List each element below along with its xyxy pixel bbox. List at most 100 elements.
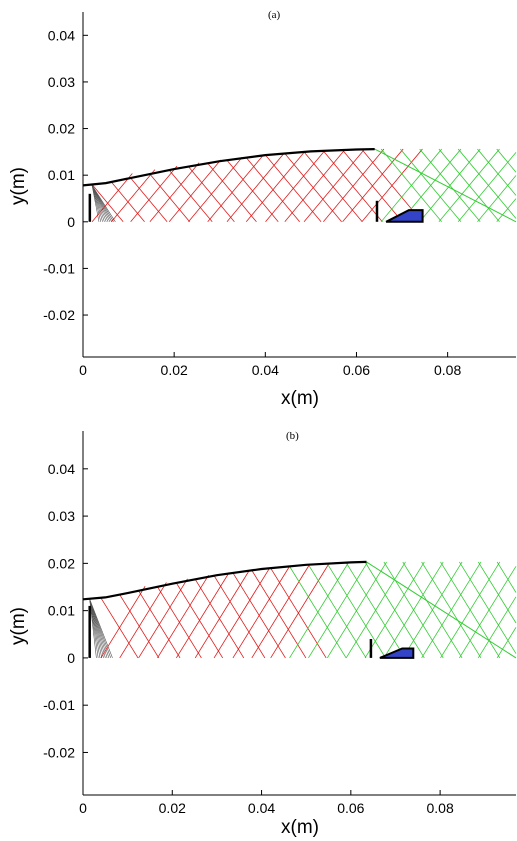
x-tick-label: 0.02 xyxy=(161,362,188,378)
characteristic-line xyxy=(270,567,327,659)
characteristic-line xyxy=(91,173,133,223)
body-shape xyxy=(379,647,415,659)
y-tick-label: -0.01 xyxy=(43,697,75,713)
nozzle-contour xyxy=(82,560,367,601)
x-tick-label: 0.06 xyxy=(343,362,370,378)
characteristic-line xyxy=(496,198,517,223)
y-tick-label: 0.04 xyxy=(48,27,75,43)
y-tick-label: -0.02 xyxy=(43,744,75,760)
x-tick-label: 0.04 xyxy=(252,362,279,378)
characteristic-line xyxy=(342,149,403,223)
characteristic-line xyxy=(149,173,190,223)
chart-svg-a: (a) x(m) y(m) 0 0.02 0.04 0.06 0.080.040.030… xyxy=(8,9,517,409)
y-tick-label: 0.03 xyxy=(48,74,75,90)
characteristic-line xyxy=(496,561,517,593)
y-tick-label: 0.02 xyxy=(48,555,75,571)
characteristic-line xyxy=(289,562,349,659)
nozzle-contour xyxy=(82,148,375,187)
characteristic-line xyxy=(440,561,501,659)
characteristic-line xyxy=(207,154,264,223)
characteristic-line xyxy=(477,561,517,624)
characteristic-line xyxy=(438,148,500,223)
characteristic-line xyxy=(157,574,209,659)
characteristic-line xyxy=(119,594,160,659)
characteristic-line xyxy=(303,149,365,223)
chart-panel-b: (b) x(m) y(m) 0 0.02 0.04 0.06 0.08 0.04 0.03 0… xyxy=(0,421,517,841)
characteristic-line xyxy=(284,149,345,223)
y-tick-label: 0.04 xyxy=(48,461,75,477)
characteristic-line xyxy=(326,563,386,659)
fan-line xyxy=(91,185,116,222)
characteristic-line xyxy=(188,166,235,223)
body-shape xyxy=(385,209,424,223)
characteristic-line xyxy=(251,564,310,659)
characteristic-line xyxy=(326,561,387,659)
x-tick-label: 0.06 xyxy=(337,800,364,816)
characteristic-line xyxy=(364,561,425,659)
y-tick-label: 0.03 xyxy=(48,508,75,524)
characteristic-line xyxy=(138,578,188,659)
y-tick-label: 0 xyxy=(67,214,75,230)
characteristic-line xyxy=(457,148,517,219)
characteristic-line xyxy=(459,566,517,659)
characteristic-line xyxy=(175,582,224,659)
characteristic-line xyxy=(111,169,156,223)
characteristic-line xyxy=(265,154,322,223)
characteristic-line xyxy=(457,152,517,223)
characteristic-line xyxy=(207,163,257,223)
x-tick-label: 0.08 xyxy=(434,362,461,378)
characteristic-line xyxy=(157,586,202,659)
characteristic-line xyxy=(232,572,286,659)
chart-svg-b: (b) x(m) y(m) 0 0.02 0.04 0.06 0.080.040.030… xyxy=(8,430,517,838)
characteristic-line xyxy=(168,169,213,223)
plot-area: 0 0.02 0.04 0.06 0.08 0.04 0.03 0.02 0.01 0 -0.01 -… xyxy=(43,431,517,816)
y-tick-label: 0.01 xyxy=(48,167,75,183)
characteristic-line xyxy=(284,153,342,223)
characteristic-line xyxy=(245,157,300,223)
y-tick-label: -0.02 xyxy=(43,307,75,323)
characteristic-line xyxy=(380,148,442,223)
expansion-boundary xyxy=(366,561,517,659)
characteristic-line xyxy=(130,177,168,223)
characteristic-line xyxy=(345,562,406,659)
y-tick-label: 0.02 xyxy=(48,121,75,137)
characteristic-line xyxy=(130,165,178,223)
x-tick-label: 0.04 xyxy=(248,800,275,816)
characteristic-line xyxy=(477,175,517,223)
x-tick-label: 0.08 xyxy=(426,800,453,816)
characteristic-line xyxy=(175,572,230,659)
characteristic-line xyxy=(232,565,291,659)
characteristic-line xyxy=(265,150,325,223)
characteristic-line xyxy=(308,564,367,659)
fan-line xyxy=(89,599,113,659)
characteristic-line xyxy=(270,563,330,659)
characteristic-line xyxy=(496,627,517,659)
plot-area: 0 0.02 0.04 0.06 0.08 0.04 0.03 0.02 0.01 0 -0.01 -… xyxy=(43,12,517,378)
y-tick-label: -0.01 xyxy=(43,260,75,276)
characteristic-line xyxy=(91,184,124,223)
characteristic-line xyxy=(213,567,271,659)
characteristic-line xyxy=(477,596,517,659)
characteristic-line xyxy=(100,597,139,659)
characteristic-line xyxy=(342,148,404,223)
characteristic-line xyxy=(100,586,146,659)
chart-title: (a) xyxy=(268,9,281,21)
characteristic-line xyxy=(138,590,181,659)
x-tick-label: 0 xyxy=(79,362,87,378)
characteristic-line xyxy=(477,148,517,196)
characteristic-line xyxy=(194,579,245,659)
characteristic-line xyxy=(323,150,383,223)
y-tick-label: 0.01 xyxy=(48,603,75,619)
chart-title: (b) xyxy=(286,430,299,442)
characteristic-line xyxy=(245,151,305,223)
x-axis-label: x(m) xyxy=(281,817,319,838)
characteristic-line xyxy=(226,159,279,223)
characteristic-line xyxy=(111,181,145,223)
characteristic-line xyxy=(402,561,463,659)
x-tick-label: 0 xyxy=(79,800,87,816)
x-axis-label: x(m) xyxy=(281,388,319,409)
characteristic-line xyxy=(421,561,482,659)
y-axis-label: y(m) xyxy=(8,167,29,205)
y-tick-label: 0 xyxy=(67,650,75,666)
characteristic-line xyxy=(419,148,481,223)
